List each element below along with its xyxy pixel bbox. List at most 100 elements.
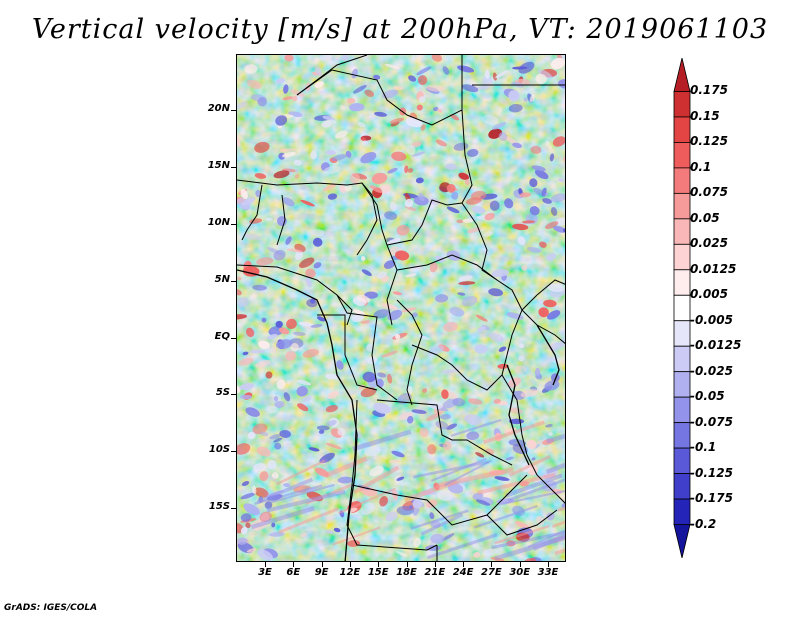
lat-tick xyxy=(231,451,236,452)
velocity-patch xyxy=(275,320,283,328)
velocity-patch xyxy=(237,276,242,281)
lat-label-5s: 5S xyxy=(215,387,230,398)
velocity-patch xyxy=(381,89,399,99)
velocity-patch xyxy=(494,476,510,481)
velocity-patch xyxy=(441,389,449,399)
velocity-streak xyxy=(420,513,464,536)
velocity-patch xyxy=(439,413,451,420)
velocity-patch xyxy=(302,349,319,358)
velocity-patch xyxy=(531,457,536,461)
velocity-patch xyxy=(364,89,375,97)
velocity-patch xyxy=(325,404,338,413)
velocity-patch xyxy=(412,151,426,157)
velocity-patch xyxy=(526,439,537,449)
velocity-patch xyxy=(310,150,318,160)
velocity-patch xyxy=(413,196,429,206)
velocity-patch xyxy=(353,84,367,94)
lon-label-24e: 24E xyxy=(452,567,474,578)
lon-label-27e: 27E xyxy=(481,567,502,578)
velocity-patch xyxy=(563,228,565,233)
velocity-patch xyxy=(530,145,542,154)
velocity-patch xyxy=(512,443,528,455)
velocity-patch xyxy=(483,548,499,556)
velocity-streak xyxy=(551,520,565,528)
velocity-patch xyxy=(337,476,354,484)
velocity-patch xyxy=(356,294,370,303)
velocity-streak xyxy=(426,533,498,560)
velocity-patch xyxy=(504,198,514,209)
velocity-patch xyxy=(297,403,309,412)
velocity-streak xyxy=(278,507,339,534)
velocity-patch xyxy=(279,430,291,438)
velocity-patch xyxy=(394,250,410,261)
colorbar-top-arrow xyxy=(673,58,691,92)
velocity-patch xyxy=(254,141,270,153)
velocity-patch xyxy=(349,103,365,112)
velocity-streak xyxy=(430,457,487,482)
velocity-patch xyxy=(457,65,475,73)
velocity-patch xyxy=(237,537,248,545)
velocity-patch xyxy=(520,389,539,398)
colorbar-label: 0.0125 xyxy=(690,261,737,276)
velocity-patch xyxy=(452,397,466,407)
lon-tick xyxy=(265,562,266,567)
velocity-patch xyxy=(325,443,342,450)
colorbar-label: 0.125 xyxy=(690,134,728,149)
velocity-patch xyxy=(377,372,387,378)
velocity-patch xyxy=(305,268,316,278)
colorbar-segment xyxy=(673,192,691,220)
velocity-patch xyxy=(549,153,555,162)
velocity-patch xyxy=(442,441,452,451)
velocity-patch xyxy=(240,513,252,522)
velocity-patch xyxy=(561,503,565,508)
velocity-patch xyxy=(550,207,558,216)
velocity-patch xyxy=(548,432,553,436)
colorbar-label: -0.0125 xyxy=(690,338,742,353)
velocity-patch xyxy=(387,167,398,174)
velocity-patch xyxy=(493,398,501,404)
velocity-patch xyxy=(240,188,248,200)
velocity-patch xyxy=(413,537,422,548)
velocity-patch xyxy=(531,165,546,172)
velocity-patch xyxy=(318,429,325,434)
velocity-patch xyxy=(405,273,417,278)
velocity-patch xyxy=(467,149,479,157)
velocity-patch xyxy=(381,303,398,310)
velocity-patch xyxy=(360,502,375,516)
velocity-patch xyxy=(430,533,445,544)
velocity-patch xyxy=(408,75,417,82)
velocity-patch xyxy=(529,94,535,103)
velocity-patch xyxy=(542,198,552,204)
velocity-streak xyxy=(508,454,552,477)
velocity-patch xyxy=(237,137,241,147)
velocity-patch xyxy=(286,248,303,253)
lat-label-5n: 5N xyxy=(214,274,230,285)
lon-tick xyxy=(548,562,549,567)
velocity-streak xyxy=(546,433,565,444)
velocity-patch xyxy=(299,257,315,268)
map-title: Vertical velocity [m/s] at 200hPa, VT: 2… xyxy=(31,14,769,45)
velocity-patch xyxy=(563,155,565,163)
velocity-patch xyxy=(337,427,346,436)
velocity-patch xyxy=(316,425,330,431)
velocity-patch xyxy=(261,317,267,323)
velocity-patch xyxy=(492,72,498,81)
velocity-patch xyxy=(373,309,390,319)
colorbar-label: 0.175 xyxy=(690,83,728,98)
lat-label-eq: EQ xyxy=(214,331,230,342)
velocity-patch xyxy=(435,294,449,303)
velocity-patch xyxy=(411,409,427,414)
velocity-patch xyxy=(265,371,273,379)
lon-label-15e: 15E xyxy=(367,567,389,578)
velocity-patch xyxy=(512,66,528,70)
velocity-patch xyxy=(396,476,405,481)
velocity-patch xyxy=(461,84,479,93)
velocity-patch xyxy=(412,499,423,509)
velocity-patch xyxy=(284,55,294,62)
velocity-patch xyxy=(451,191,459,200)
velocity-patch xyxy=(534,367,541,377)
colorbar-segment xyxy=(673,345,691,373)
velocity-patch xyxy=(411,312,418,318)
velocity-patch xyxy=(369,185,383,193)
velocity-streak xyxy=(352,429,412,452)
